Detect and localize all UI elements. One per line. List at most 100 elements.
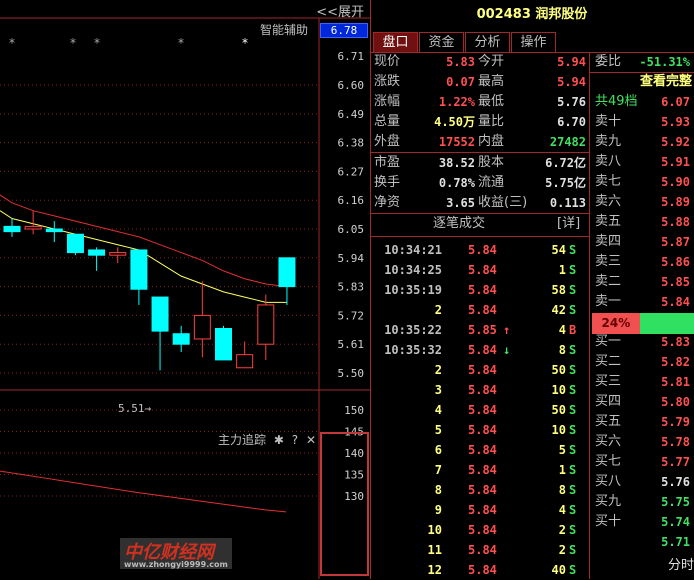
candle[interactable]: [215, 325, 232, 361]
stat-value: 3.65: [446, 196, 475, 210]
price-tick-label: 5.61: [338, 338, 365, 351]
bids-level-price[interactable]: 5.78: [661, 435, 690, 449]
bids-level-price[interactable]: 5.77: [661, 455, 690, 469]
asks-level-price[interactable]: 5.91: [661, 155, 690, 169]
close-icon[interactable]: ✕: [305, 433, 316, 447]
candle[interactable]: [257, 294, 275, 360]
trade-time: 10:34:21: [384, 243, 442, 257]
expand-button[interactable]: <<展开: [316, 5, 364, 20]
asks-level-price[interactable]: 5.86: [661, 255, 690, 269]
candle[interactable]: [88, 247, 106, 271]
candle[interactable]: [24, 210, 42, 235]
bids-level-price[interactable]: 5.74: [661, 515, 690, 529]
asks-level-price[interactable]: 5.93: [661, 115, 690, 129]
trade-price: 5.84: [468, 383, 497, 397]
help-icon[interactable]: ?: [291, 433, 299, 447]
candle[interactable]: [193, 281, 211, 358]
bids-level-label: 买八: [595, 474, 622, 489]
trade-price: 5.84: [468, 463, 497, 477]
candle-body: [215, 327, 232, 361]
asks-level-label: 卖一: [595, 294, 622, 309]
signal-star-icon: *: [178, 36, 184, 50]
candle[interactable]: [130, 249, 148, 305]
indicator-axis: [320, 432, 369, 576]
stat-value: 5.83: [446, 55, 475, 69]
asks-level-price[interactable]: 5.90: [661, 175, 690, 189]
bids-level-price[interactable]: 5.75: [661, 495, 690, 509]
tab-0[interactable]: 盘口: [373, 32, 418, 52]
trade-volume: 1: [558, 463, 566, 477]
timeshare-button[interactable]: 分时: [667, 558, 694, 573]
bids-level-label: 买一: [595, 334, 622, 349]
asks-level-price[interactable]: 5.92: [661, 135, 690, 149]
watermark-url: www.zhongyi9999.com: [124, 560, 228, 569]
indicator-header: 主力追踪 ✱ ? ✕: [218, 431, 316, 448]
stat-label: 换手: [374, 175, 401, 190]
bids-level-price[interactable]: 5.80: [661, 395, 690, 409]
trade-volume: 8: [558, 343, 566, 357]
candle-body: [24, 225, 42, 230]
tab-2[interactable]: 分析: [465, 32, 510, 52]
candle[interactable]: [172, 325, 190, 353]
trade-price: 5.84: [468, 343, 497, 357]
stat-value: 6.72亿: [545, 156, 586, 170]
trade-volume: 40: [551, 563, 566, 577]
candle-body: [130, 249, 148, 290]
stat-label: 最低: [478, 94, 505, 109]
trade-price: 5.84: [468, 283, 497, 297]
candle[interactable]: [66, 233, 84, 256]
bids-level-price[interactable]: 5.76: [661, 475, 690, 489]
tab-3[interactable]: 操作: [511, 32, 556, 52]
asks-level-label: 卖二: [595, 274, 622, 289]
candle-body: [66, 233, 84, 254]
buy-ratio-fill: 24%: [592, 313, 640, 334]
asks-level-price[interactable]: 5.84: [661, 295, 690, 309]
trade-price: 5.84: [468, 243, 497, 257]
candle-body: [151, 296, 169, 332]
candle[interactable]: [3, 218, 21, 237]
price-tick-label: 6.71: [338, 50, 365, 63]
levels-price: 6.07: [661, 95, 690, 109]
trade-time: 10:34:25: [384, 263, 442, 277]
candle[interactable]: [236, 341, 254, 369]
stat-value: 5.94: [557, 55, 586, 69]
trade-side: S: [569, 443, 577, 457]
trade-time: 5: [434, 423, 442, 437]
asks-level-price[interactable]: 5.87: [661, 235, 690, 249]
asks-level-label: 卖三: [595, 254, 622, 269]
bids-level-price[interactable]: 5.79: [661, 415, 690, 429]
bids-level-label: 买七: [595, 454, 622, 469]
asks-level-label: 卖九: [595, 134, 622, 149]
stat-label: 内盘: [478, 134, 505, 149]
candle[interactable]: [109, 247, 127, 264]
stat-value: 0.78%: [438, 176, 475, 190]
gear-icon[interactable]: ✱: [273, 433, 284, 447]
trade-direction-icon: ↑: [503, 323, 511, 337]
tab-1[interactable]: 资金: [419, 32, 464, 52]
stat-value: 1.22%: [438, 95, 475, 109]
kline-chart[interactable]: 6.71 6.60 6.49 6.38 6.27 6.16 6.05 5.94 5.83 5.72…: [0, 0, 370, 579]
asks-level-price[interactable]: 5.89: [661, 195, 690, 209]
candle[interactable]: [151, 296, 169, 371]
asks-level-price[interactable]: 5.88: [661, 215, 690, 229]
trade-time: 8: [434, 483, 442, 497]
asks-level-price[interactable]: 5.85: [661, 275, 690, 289]
candle[interactable]: [45, 221, 63, 243]
stat-label: 涨幅: [374, 94, 401, 109]
trade-volume: 50: [551, 363, 566, 377]
bids-level-price[interactable]: 5.82: [661, 355, 690, 369]
stat-label: 股本: [478, 155, 505, 170]
indicator-title: 主力追踪: [218, 433, 267, 447]
stat-label: 市盈: [374, 155, 401, 170]
candle[interactable]: [278, 257, 296, 305]
view-full-button[interactable]: 查看完整: [640, 74, 693, 89]
stat-value: 17552: [438, 135, 475, 149]
chart-panel: 6.71 6.60 6.49 6.38 6.27 6.16 6.05 5.94 5.83 5.72…: [0, 0, 370, 579]
bids-level-price[interactable]: 5.83: [661, 335, 690, 349]
bids-level-price[interactable]: 5.81: [661, 375, 690, 389]
price-tick-label: 6.05: [338, 223, 365, 236]
smart-assist-button[interactable]: 智能辅助: [260, 23, 309, 37]
trades-detail-link[interactable]: [详]: [557, 216, 581, 231]
stat-value: 38.52: [438, 156, 475, 170]
stock-title: 002483 润邦股份: [476, 7, 588, 22]
